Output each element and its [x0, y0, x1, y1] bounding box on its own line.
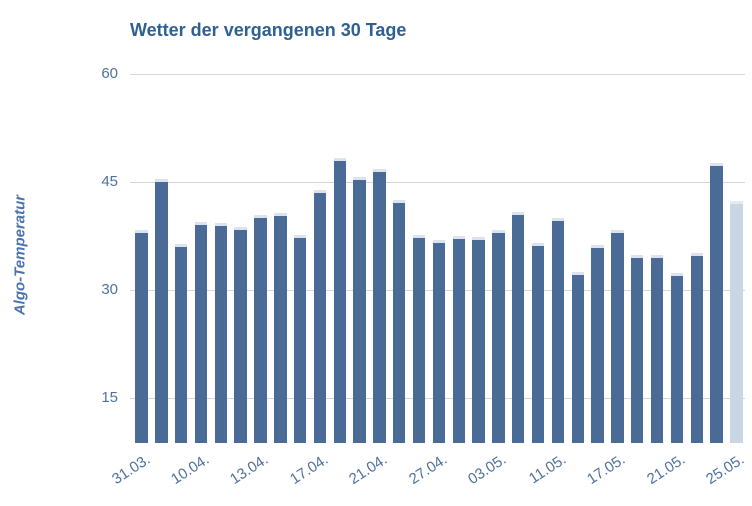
- bar[interactable]: [710, 163, 723, 443]
- x-axis-tick-label: 11.05.: [525, 451, 570, 488]
- x-axis-tick-label: 17.04.: [286, 451, 332, 488]
- bar[interactable]: [571, 272, 584, 443]
- bar[interactable]: [432, 239, 446, 443]
- x-axis-tick-label: 10.04.: [167, 451, 213, 488]
- gridline: [130, 182, 745, 183]
- bar[interactable]: [650, 255, 664, 443]
- bar[interactable]: [174, 243, 188, 443]
- bar[interactable]: [135, 230, 148, 443]
- bar[interactable]: [293, 235, 307, 443]
- bar[interactable]: [670, 272, 684, 443]
- x-axis-tick-label: 13.04.: [227, 451, 272, 488]
- bar[interactable]: [254, 215, 267, 443]
- x-axis-tick-label: 31.03.: [108, 451, 153, 488]
- bar[interactable]: [690, 253, 703, 443]
- y-axis-tick-label: 60: [101, 65, 118, 82]
- bar[interactable]: [412, 235, 426, 443]
- bar[interactable]: [611, 230, 624, 443]
- bar[interactable]: [333, 157, 346, 443]
- bar[interactable]: [373, 169, 386, 443]
- y-axis-tick-label: 45: [101, 173, 118, 190]
- bar[interactable]: [393, 200, 406, 443]
- bar[interactable]: [194, 221, 208, 443]
- chart-title: Wetter der vergangenen 30 Tage: [130, 20, 407, 40]
- plot-area: [130, 74, 745, 443]
- bar[interactable]: [155, 179, 168, 443]
- bar[interactable]: [492, 229, 505, 443]
- bar[interactable]: [234, 226, 247, 443]
- bar[interactable]: [452, 236, 465, 443]
- x-axis-tick-label: 25.05.: [703, 451, 748, 488]
- bar[interactable]: [274, 212, 287, 443]
- x-axis-tick-label: 17.05.: [584, 451, 629, 488]
- y-axis-tick-label: 30: [101, 281, 118, 298]
- x-axis-tick-label: 27.04.: [405, 451, 451, 488]
- bar[interactable]: [512, 211, 525, 443]
- gridline: [130, 74, 745, 75]
- bar[interactable]: [531, 243, 545, 443]
- x-axis-tick-label: 21.05.: [643, 451, 689, 488]
- bar-current-day[interactable]: [730, 200, 743, 443]
- y-axis-tick-label: 15: [101, 389, 118, 406]
- bar[interactable]: [353, 176, 366, 443]
- bar[interactable]: [631, 255, 644, 443]
- bar[interactable]: [472, 236, 485, 443]
- bar[interactable]: [214, 223, 227, 443]
- bar[interactable]: [551, 218, 565, 443]
- x-axis-tick-label: 21.04.: [346, 451, 391, 488]
- bar[interactable]: [591, 244, 604, 443]
- x-axis-tick-label: 03.05.: [465, 451, 510, 488]
- bar[interactable]: [313, 189, 327, 443]
